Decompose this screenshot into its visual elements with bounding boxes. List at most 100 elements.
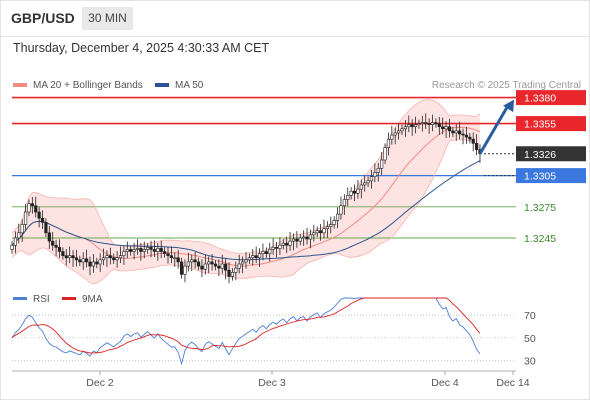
rsi-ma9-line bbox=[11, 297, 481, 354]
chart-header: GBP/USD 30 MIN bbox=[0, 0, 590, 37]
candle-body bbox=[407, 124, 411, 128]
candle-body bbox=[390, 134, 394, 140]
candle-body bbox=[200, 265, 204, 270]
candle-body bbox=[135, 248, 140, 250]
level-label-1.3245: 1.3245 bbox=[524, 233, 556, 245]
candle-body bbox=[74, 257, 79, 261]
bollinger-lower-line bbox=[11, 139, 481, 285]
candle-body bbox=[264, 251, 268, 254]
candle-body bbox=[295, 238, 299, 242]
candle-body bbox=[413, 124, 418, 128]
candle-body bbox=[464, 134, 469, 138]
candle-body bbox=[203, 263, 207, 270]
candle-body bbox=[23, 211, 28, 225]
legend-ma50: MA 50 bbox=[155, 80, 203, 92]
candle-body bbox=[10, 244, 14, 250]
candle-body bbox=[475, 143, 479, 150]
candle-body bbox=[88, 261, 92, 267]
candle-body bbox=[332, 220, 336, 225]
candle-body bbox=[220, 263, 224, 269]
candle-body bbox=[278, 244, 282, 249]
level-label-1.3380: 1.3380 bbox=[524, 93, 556, 105]
current-price-label: 1.3326 bbox=[524, 149, 556, 161]
candle-body bbox=[312, 232, 316, 236]
candle-body bbox=[247, 257, 251, 261]
candle-body bbox=[234, 267, 238, 273]
timestamp: Thursday, December 4, 2025 4:30:33 AM CE… bbox=[13, 41, 270, 55]
candle-body bbox=[271, 247, 275, 250]
forecast-arrow-head bbox=[503, 99, 514, 113]
candle-body bbox=[183, 265, 187, 275]
candle-body bbox=[186, 261, 190, 267]
ma9-legend-label: 9MA bbox=[82, 294, 103, 305]
candle-body bbox=[393, 132, 397, 136]
level-label-1.3275: 1.3275 bbox=[524, 202, 556, 214]
ma50-label: MA 50 bbox=[175, 80, 204, 91]
candle-body bbox=[315, 230, 319, 234]
rsi-tick-50: 50 bbox=[524, 333, 536, 345]
candle-body bbox=[230, 272, 235, 277]
candle-body bbox=[349, 190, 353, 196]
time-tick-label: Dec 4 bbox=[431, 377, 459, 389]
current-price-box bbox=[516, 146, 586, 162]
candle-body bbox=[190, 259, 194, 263]
candle-body bbox=[112, 257, 116, 261]
candle-body bbox=[274, 247, 279, 249]
level-label-box-1.3305 bbox=[516, 168, 586, 184]
candle-body bbox=[64, 255, 68, 259]
candle-body bbox=[207, 261, 211, 265]
candle-body bbox=[27, 203, 31, 213]
currency-pair-title: GBP/USD bbox=[11, 10, 75, 26]
candle-body bbox=[461, 133, 465, 136]
candle-body bbox=[427, 123, 431, 125]
candle-body bbox=[380, 159, 384, 169]
candle-body bbox=[458, 130, 462, 135]
time-tick-label: Dec 14 bbox=[496, 377, 529, 389]
candle-body bbox=[152, 249, 157, 252]
candle-body bbox=[352, 190, 357, 194]
candle-body bbox=[108, 255, 112, 259]
candle-body bbox=[447, 126, 452, 132]
candle-body bbox=[308, 234, 313, 240]
candle-body bbox=[430, 122, 435, 125]
candle-body bbox=[356, 188, 360, 194]
candle-body bbox=[302, 236, 306, 239]
credit-text: Research © 2025 Trading Central bbox=[431, 80, 581, 91]
candle-body bbox=[61, 251, 65, 256]
candle-body bbox=[142, 249, 146, 252]
forecast-arrow-shaft bbox=[478, 104, 510, 155]
candle-body bbox=[51, 240, 55, 246]
candle-body bbox=[366, 180, 370, 184]
candle-body bbox=[68, 255, 72, 259]
candle-body bbox=[257, 253, 262, 259]
candle-body bbox=[57, 247, 62, 252]
candle-body bbox=[34, 205, 38, 213]
candle-body bbox=[305, 236, 309, 240]
candle-body bbox=[329, 224, 333, 227]
candle-body bbox=[125, 249, 129, 252]
candle-body bbox=[40, 217, 45, 223]
candle-body bbox=[224, 263, 228, 271]
candle-body bbox=[251, 255, 255, 259]
candle-body bbox=[444, 126, 448, 130]
candle-body bbox=[217, 265, 221, 269]
candle-body bbox=[129, 249, 133, 252]
candle-body bbox=[213, 263, 218, 267]
candle-body bbox=[81, 258, 85, 263]
candle-body bbox=[383, 147, 387, 161]
candle-body bbox=[244, 259, 248, 263]
rsi-legend-swatch bbox=[13, 297, 27, 300]
candle-body bbox=[434, 122, 438, 124]
candle-body bbox=[441, 126, 445, 130]
ma9-legend-swatch bbox=[62, 297, 76, 300]
candle-body bbox=[179, 261, 184, 275]
timeframe-button[interactable]: 30 MIN bbox=[82, 7, 133, 30]
candle-body bbox=[54, 244, 58, 248]
candle-body bbox=[420, 122, 424, 124]
candle-body bbox=[369, 176, 374, 182]
candle-body bbox=[319, 230, 323, 234]
candle-body bbox=[169, 255, 173, 259]
rsi-tick-30: 30 bbox=[524, 356, 536, 368]
candle-body bbox=[437, 123, 441, 128]
candle-body bbox=[400, 128, 404, 132]
